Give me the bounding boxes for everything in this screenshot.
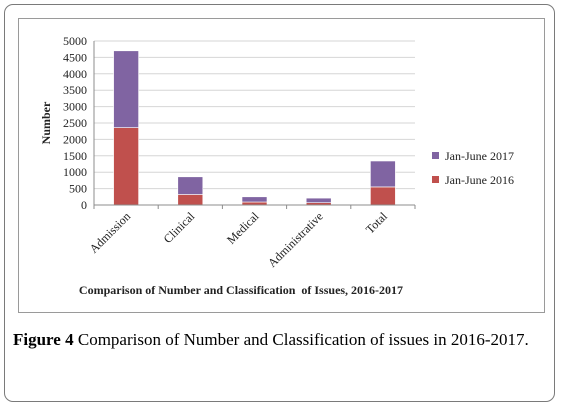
y-tick-label: 0 (81, 198, 87, 212)
bar-segment (113, 127, 139, 206)
y-tick-labels: 0 500 1000 1500 2000 2500 3000 3500 4000 4500 5000 (63, 34, 87, 212)
legend-swatch (432, 176, 439, 183)
y-tick-label: 5000 (63, 34, 87, 48)
stacked-bar-chart: 0 500 1000 1500 2000 2500 3000 3500 4000 4500 5000… (39, 34, 514, 297)
x-tick-label: Administrative (265, 209, 326, 270)
y-tick-label: 2500 (63, 116, 87, 130)
bar-segment (305, 197, 332, 204)
x-tick-labels: Admission Clinical Medical Administrative To… (87, 209, 391, 270)
bar-segment (241, 196, 268, 203)
x-tick-label: Clinical (161, 209, 198, 246)
y-tick-label: 4000 (63, 67, 87, 81)
bar-segment (370, 160, 396, 188)
chart-title: Comparison of Number and Classification … (79, 283, 403, 297)
y-tick-label: 1000 (63, 165, 87, 179)
bars (113, 50, 396, 206)
figure-caption: Figure 4 Comparison of Number and Classi… (13, 328, 548, 351)
y-tick-label: 2000 (63, 132, 87, 146)
y-tick-label: 500 (69, 182, 87, 196)
x-tick-label: Total (363, 209, 391, 237)
y-axis-title: Number (39, 101, 53, 144)
y-tick-label: 3500 (63, 83, 87, 97)
legend-label: Jan-June 2016 (445, 173, 514, 187)
bar-segment (370, 186, 396, 206)
legend-label: Jan-June 2017 (445, 149, 514, 163)
axes (93, 41, 416, 209)
chart-area (18, 18, 545, 313)
caption-text: Comparison of Number and Classification … (73, 330, 529, 349)
bar-segment (177, 194, 204, 206)
legend: Jan-June 2017 Jan-June 2016 (432, 149, 514, 187)
x-tick-label: Medical (224, 209, 262, 247)
figure-frame (4, 4, 555, 402)
legend-swatch (432, 152, 439, 159)
y-tick-label: 3000 (63, 100, 87, 114)
x-tick-label: Admission (87, 209, 134, 256)
y-tick-label: 4500 (63, 50, 87, 64)
y-tick-label: 1500 (63, 149, 87, 163)
gridlines (94, 40, 415, 206)
figure-label: Figure 4 (13, 330, 74, 349)
bar-segment (177, 176, 204, 195)
bar-segment (113, 50, 139, 128)
